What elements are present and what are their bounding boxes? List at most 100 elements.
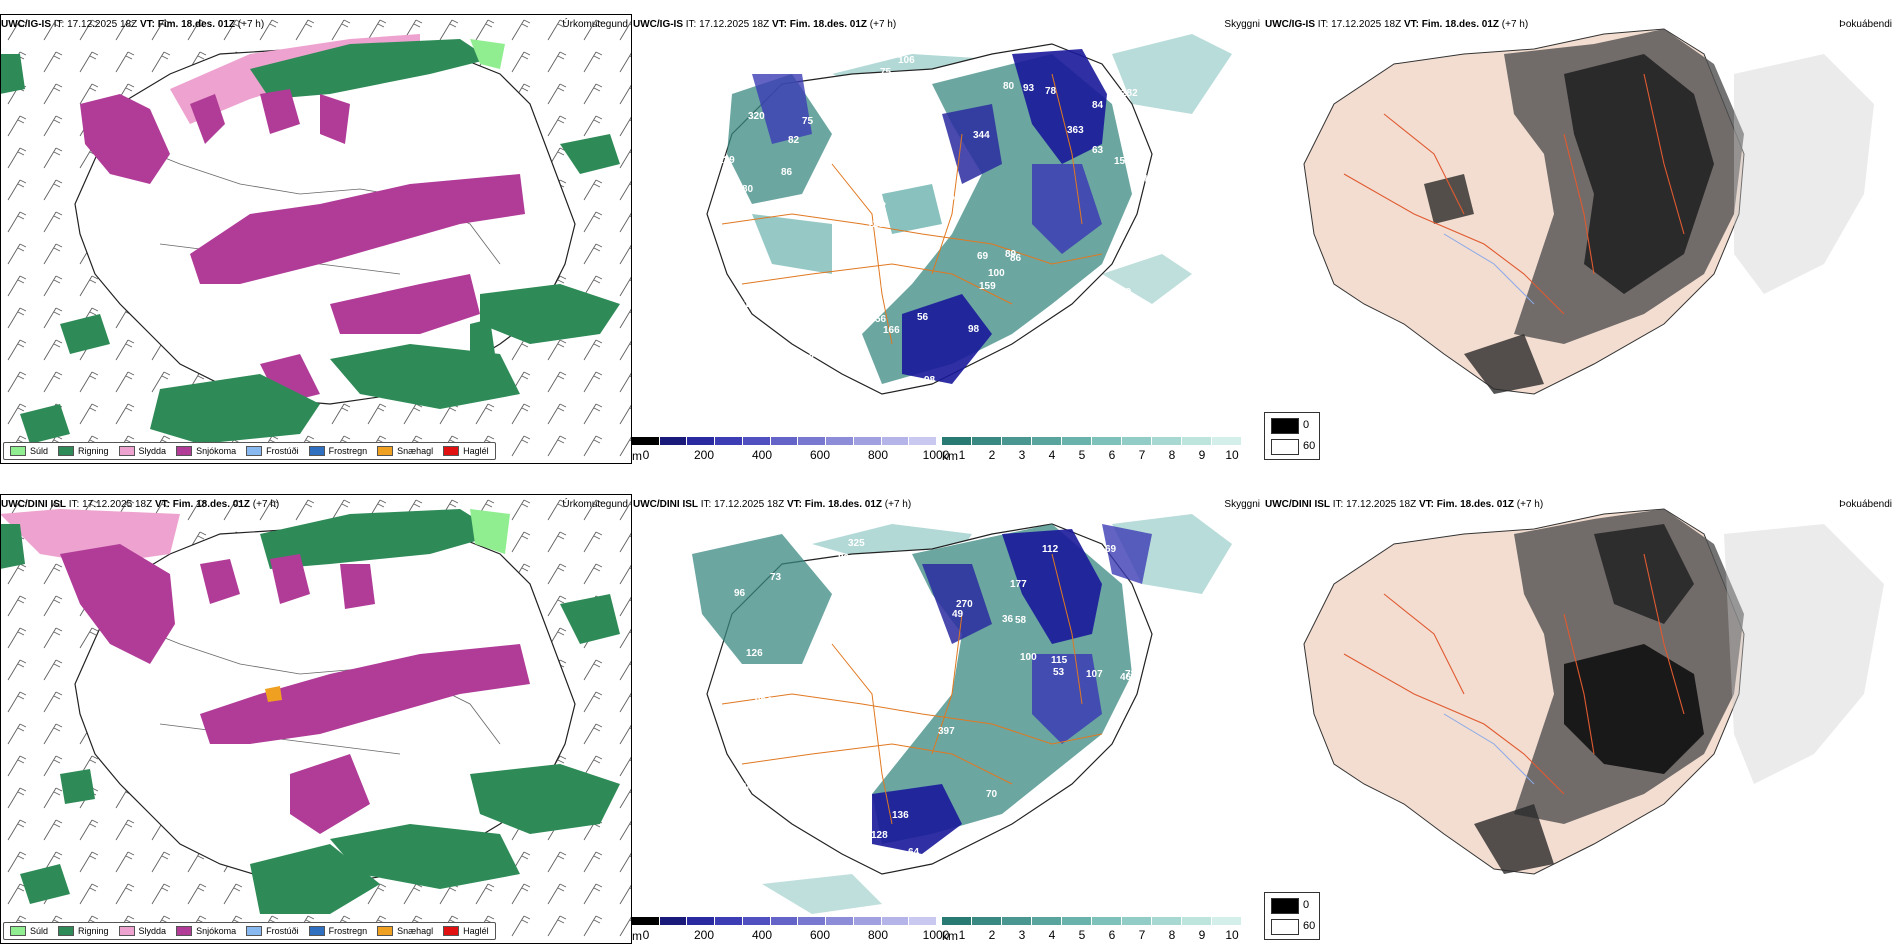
visibility-value-label: 98 (924, 375, 936, 386)
visibility-value-label: 159 (979, 281, 996, 292)
fog-panel-bottom: UWC/DINI ISL IT: 17.12.2025 18Z VT: Fim.… (1264, 494, 1896, 946)
panel-title: Úrkomutegund (562, 499, 628, 510)
visibility-value-label: 102 (878, 114, 895, 125)
panel-frame (0, 494, 632, 944)
visibility-value-label: 101 (887, 711, 904, 722)
colorbar-segment (1002, 917, 1032, 925)
legend-swatch-hail (443, 926, 460, 936)
colorbar-tick-label: 800 (867, 448, 889, 462)
visibility-value-label: 128 (867, 219, 884, 230)
visibility-value-label: 49 (952, 609, 964, 620)
visibility-value-label: 113 (805, 290, 822, 301)
visibility-value-label: 164 (1131, 174, 1148, 185)
visibility-value-label: 73 (803, 353, 815, 364)
colorbar-tick-label: 200 (693, 448, 715, 462)
colorbar-segment (826, 917, 854, 925)
legend-swatch-sleet (118, 446, 135, 456)
visibility-value-label: 70 (986, 789, 998, 800)
visibility-value-label: 166 (883, 325, 900, 336)
colorbar-segment (1062, 437, 1092, 445)
colorbar-segment (1212, 437, 1242, 445)
legend-swatch-hail (443, 446, 460, 456)
panel-title: Úrkomutegund (562, 19, 628, 30)
visibility-value-label: 94 (1128, 773, 1140, 784)
colorbar-segment (715, 917, 743, 925)
visibility-m-unit: m (632, 449, 642, 463)
colorbar-segment (659, 917, 688, 925)
legend-swatch-freezing-drizzle (246, 446, 263, 456)
visibility-m-colorbar (632, 437, 938, 445)
visibility-value-label: 61 (752, 831, 764, 842)
colorbar-segment (798, 917, 827, 925)
visibility-value-label: 59 (860, 73, 872, 84)
visibility-value-label: 146 (763, 363, 780, 374)
legend-swatch-graupel (377, 446, 394, 456)
visibility-value-label: 297 (921, 147, 938, 158)
visibility-value-label: 36 (1002, 614, 1014, 625)
visibility-value-label: 82 (724, 343, 736, 354)
visibility-value-label: 78 (944, 861, 956, 872)
visibility-value-label: 257 (773, 779, 790, 790)
visibility-panel-bottom: UWC/DINI ISL IT: 17.12.2025 18Z VT: Fim.… (632, 494, 1264, 946)
visibility-value-label: 52 (984, 852, 996, 863)
visibility-value-label: 460 (1120, 672, 1137, 683)
colorbar-tick-label: 8 (1168, 448, 1176, 462)
visibility-value-label: 53 (839, 153, 851, 164)
colorbar-segment (942, 917, 972, 925)
visibility-value-label: 84 (839, 711, 851, 722)
colorbar-segment (1212, 917, 1242, 925)
legend-label: Haglél (463, 446, 489, 456)
visibility-value-label: 91 (903, 572, 915, 583)
visibility-value-label: 62 (1056, 813, 1068, 824)
visibility-value-label: 86 (880, 182, 892, 193)
colorbar-tick-label: 8 (1168, 928, 1176, 942)
visibility-value-label: 53 (1053, 667, 1065, 678)
colorbar-tick-label: 10 (1225, 448, 1239, 462)
colorbar-segment (881, 917, 910, 925)
visibility-value-label: 282 (1121, 88, 1138, 99)
colorbar-segment (972, 917, 1002, 925)
colorbar-segment (972, 437, 1002, 445)
precip-type-panel-top: UWC/IG-IS IT: 17.12.2025 18Z VT: Fim. 18… (0, 14, 632, 466)
visibility-value-label: 325 (848, 538, 865, 549)
visibility-value-label: 136 (892, 810, 909, 821)
visibility-value-label: 180 (1085, 358, 1102, 369)
visibility-m-ticks: 0 200 400 600 800 1000 (643, 928, 950, 942)
visibility-value-label: 84 (1092, 100, 1104, 111)
visibility-km-ticks: 1 2 3 4 5 6 7 8 9 10 (959, 448, 1239, 462)
visibility-value-label: 61 (1063, 808, 1075, 819)
visibility-value-label: 177 (1010, 579, 1027, 590)
visibility-value-label: 361 (736, 718, 753, 729)
colorbar-tick-label: 2 (988, 928, 996, 942)
visibility-value-label: 64 (881, 281, 893, 292)
visibility-value-label: 363 (1067, 125, 1084, 136)
colorbar-segment (742, 437, 771, 445)
legend-swatch-drizzle (10, 926, 26, 936)
visibility-value-label: 73 (770, 572, 782, 583)
legend-label: Súld (30, 446, 49, 456)
visibility-value-label: 96 (734, 588, 746, 599)
panel-title: Þokuábendi (1839, 499, 1892, 510)
colorbar-tick-label: 4 (1048, 928, 1056, 942)
legend-label: Snjókoma (196, 446, 237, 456)
colorbar-segment (632, 917, 660, 925)
colorbar-tick-label: 9 (1198, 928, 1206, 942)
colorbar-segment (659, 437, 688, 445)
legend-swatch-sleet (118, 926, 135, 936)
colorbar-tick-label: 2 (988, 448, 996, 462)
colorbar-segment (1092, 437, 1122, 445)
colorbar-segment (742, 917, 771, 925)
legend-swatch-snow (176, 446, 193, 456)
legend-label: Haglél (463, 926, 489, 936)
visibility-value-label: 320 (748, 111, 765, 122)
visibility-value-label: 86 (1010, 253, 1022, 264)
colorbar-segment (1152, 917, 1182, 925)
colorbar-tick-label: 400 (751, 448, 773, 462)
precip-legend: Súld Rigning Slydda Snjókoma Frostúði Fr… (3, 442, 496, 460)
visibility-m-ticks: 0 200 400 600 800 1000 (643, 448, 950, 462)
visibility-value-label: 107 (788, 312, 805, 323)
visibility-value-label: 87 (827, 155, 839, 166)
visibility-map (706, 34, 1232, 395)
colorbar-tick-label: 1000 (922, 928, 950, 942)
visibility-km-colorbar (942, 437, 1242, 445)
